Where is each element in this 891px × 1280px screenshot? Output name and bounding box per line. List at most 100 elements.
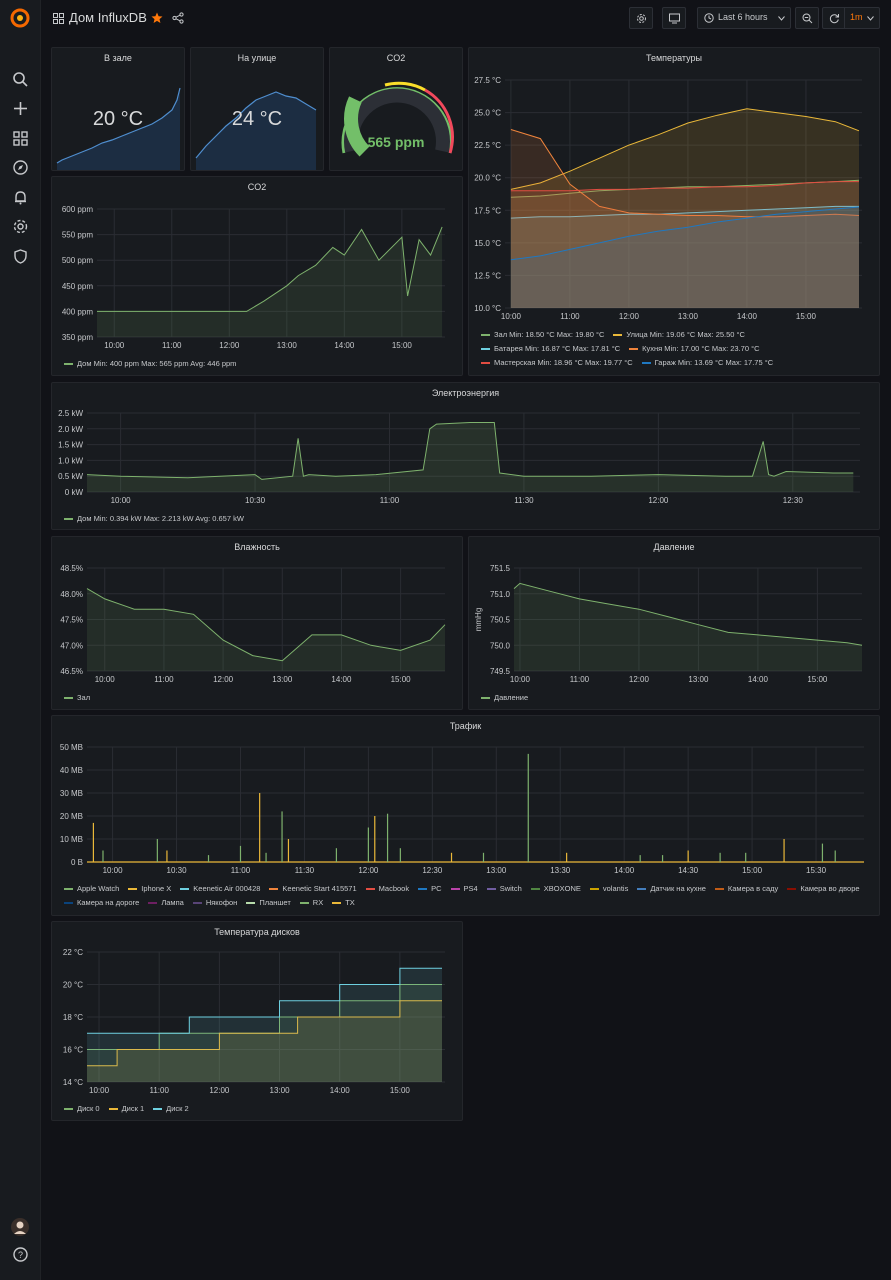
clock-icon [704,13,714,23]
y-tick-label: 47.5% [60,616,83,625]
x-tick-label: 11:00 [154,675,174,684]
legend-label: PS4 [463,884,478,893]
legend-label: XBOXONE [543,884,581,893]
legend-item[interactable]: Камера на дороге [64,896,139,910]
legend-item[interactable]: Apple Watch [64,882,119,896]
legend-item[interactable]: PS4 [450,882,478,896]
grafana-logo-icon[interactable] [10,8,30,28]
legend-item[interactable]: Улица Min: 19.06 °C Max: 25.50 °C [613,328,745,342]
panel-disk-temperature[interactable]: Температура дисков 22 °C 20 °C 18 °C 16 °C 1… [51,921,463,1121]
shield-icon[interactable] [12,248,29,265]
panel-co2[interactable]: CO2 600 ppm 550 ppm 500 ppm 450 ppm 400 ppm 3… [51,176,463,376]
legend-item[interactable]: Давление [481,691,528,705]
dashboard-grid-icon [53,13,64,24]
panel-traffic[interactable]: Трафик 50 MB 40 MB 30 MB 20 MB 10 MB 0 B 10:00… [51,715,880,916]
panel-humidity[interactable]: Влажность 48.5% 48.0% 47.5% 47.0% 46.5% 10:00… [51,536,463,710]
panel-co2-gauge[interactable]: CO2 565 ppm [329,47,463,171]
legend-item[interactable]: RX [299,896,323,910]
tv-mode-button[interactable] [662,7,686,29]
x-tick-label: 14:30 [678,866,699,875]
search-icon[interactable] [12,71,29,88]
legend-item[interactable]: Батарея Min: 16.87 °C Max: 17.81 °C [481,342,620,356]
co2-gauge [341,81,454,157]
legend-item[interactable]: Зал Min: 18.50 °C Max: 19.80 °C [481,328,604,342]
legend-item[interactable]: Гараж Min: 13.69 °C Max: 17.75 °C [641,356,773,370]
legend-swatch [613,334,623,337]
dashboards-icon[interactable] [12,130,29,147]
series-area [87,968,442,1082]
legend-item[interactable]: Кухня Min: 17.00 °C Max: 23.70 °C [629,342,760,356]
legend-label: Macbook [378,884,410,893]
legend-label: PC [431,884,442,893]
legend-item[interactable]: Диск 1 [108,1102,144,1116]
legend-swatch [64,697,73,700]
dashboard-settings-button[interactable] [629,7,653,29]
legend-item[interactable]: Macbook [365,882,410,896]
panel-power[interactable]: Электроэнергия 2.5 kW 2.0 kW 1.5 kW 1.0 kW 0… [51,382,880,530]
share-icon[interactable] [172,12,184,24]
y-tick-label: 46.5% [60,667,83,676]
co2-legend: Дом Min: 400 ppm Max: 565 ppm Avg: 446 p… [64,357,459,371]
legend-item[interactable]: TX [332,896,355,910]
explore-compass-icon[interactable] [12,159,29,176]
legend-item[interactable]: Планшет [246,896,291,910]
legend-item[interactable]: Зал [64,691,90,705]
star-favorite-icon[interactable] [151,12,163,24]
y-tick-label: 1.0 kW [58,456,83,465]
legend-swatch [530,888,540,891]
series-area [510,129,859,308]
refresh-picker[interactable]: 1m [822,7,880,29]
panel-pressure[interactable]: Давление 751.5 751.0 750.5 750.0 749.5 10:00 1… [468,536,880,710]
legend-item[interactable]: Мастерская Min: 18.96 °C Max: 19.77 °C [481,356,633,370]
legend-item[interactable]: Дом Min: 400 ppm Max: 565 ppm Avg: 446 p… [64,357,236,371]
settings-gear-icon[interactable] [12,218,29,235]
legend-item[interactable]: Камера во дворе [787,882,860,896]
legend-swatch [418,888,428,891]
panel-title: Давление [653,542,695,552]
help-icon[interactable]: ? [12,1246,29,1263]
legend-swatch [64,363,73,366]
series-line [510,205,859,219]
legend-item[interactable]: Камера в саду [714,882,778,896]
x-tick-label: 10:30 [245,496,266,505]
legend-item[interactable]: XBOXONE [530,882,581,896]
legend-swatch [714,888,724,891]
y-tick-label: 2.5 kW [58,409,83,418]
legend-item[interactable]: Диск 2 [153,1102,189,1116]
legend-swatch [629,348,639,351]
x-tick-label: 10:00 [501,312,522,321]
legend-item[interactable]: Keenetic Start 415571 [269,882,357,896]
legend-item[interactable]: Лампа [148,896,184,910]
legend-label: Мастерская Min: 18.96 °C Max: 19.77 °C [494,358,633,367]
temperatures-chart: 27.5 °C 25.0 °C 22.5 °C 20.0 °C 17.5 °C 15.0 … [474,76,862,321]
panel-temperatures[interactable]: Температуры 27.5 °C 25.0 °C 22.5 °C 20.0 °C… [468,47,880,376]
disk-temperature-legend: Диск 0 Диск 1 Диск 2 [64,1102,459,1116]
panel-hall-temperature[interactable]: В зале 20 °C [51,47,185,171]
legend-item[interactable]: volantis [589,882,628,896]
plus-icon[interactable] [12,100,29,117]
legend-item[interactable]: Switch [486,882,522,896]
legend-item[interactable]: Някофон [192,896,237,910]
legend-item[interactable]: Диск 0 [64,1102,100,1116]
y-tick-label: 10.0 °C [474,304,501,313]
legend-item[interactable]: Дом Min: 0.394 kW Max: 2.213 kW Avg: 0.6… [64,512,244,526]
x-tick-label: 14:00 [748,675,769,684]
zoom-out-button[interactable] [795,7,819,29]
y-tick-label: 751.5 [490,564,511,573]
power-legend: Дом Min: 0.394 kW Max: 2.213 kW Avg: 0.6… [64,512,864,526]
hall-temperature-value: 20 °C [92,108,144,130]
legend-item[interactable]: Датчик на кухне [637,882,706,896]
x-tick-label: 11:00 [560,312,580,321]
legend-swatch [64,888,73,891]
legend-label: Keenetic Start 415571 [282,884,357,893]
user-avatar[interactable] [10,1217,30,1237]
legend-item[interactable]: Iphone X [128,882,171,896]
time-range-picker[interactable]: Last 6 hours [697,7,791,29]
legend-swatch [108,1108,118,1111]
alert-bell-icon[interactable] [12,189,29,206]
legend-item[interactable]: Keenetic Air 000428 [180,882,260,896]
panel-outside-temperature[interactable]: На улице 24 °C [190,47,324,171]
legend-item[interactable]: PC [418,882,442,896]
legend-label: Датчик на кухне [650,884,706,893]
dashboard-title[interactable]: Дом InfluxDB [69,10,147,25]
